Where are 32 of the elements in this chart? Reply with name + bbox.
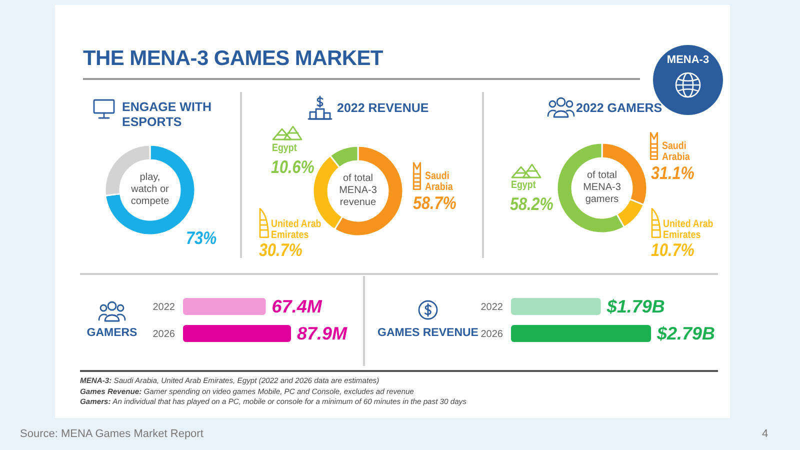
chart-title: THE MENA-3 GAMES MARKET (83, 47, 383, 70)
legend-label: United Arab Emirates (663, 218, 714, 241)
data-label: 31.1% (651, 163, 694, 183)
chart-title: 2022 REVENUE (337, 101, 429, 115)
data-label: 58.2% (510, 194, 554, 214)
legend-label: United Arab Emirates (271, 218, 322, 241)
legend-label: Saudi Arabia (662, 140, 690, 163)
chart-subtitle: ENGAGE WITH ESPORTS (122, 100, 212, 129)
text: of total MENA-3 gamers (583, 170, 621, 205)
data-label: $2.79B (656, 324, 716, 344)
data-label: 67.4M (272, 296, 323, 316)
data-label: 87.9M (297, 324, 348, 344)
data-label: $1.79B (606, 296, 665, 316)
legend-label: Egypt (272, 142, 297, 154)
text: GAMES REVENUE (378, 327, 478, 339)
y-tick-label: 2026 (480, 329, 504, 340)
y-tick-label: 2026 (152, 329, 176, 340)
text: play, watch or compete (130, 172, 170, 207)
data-label: 30.7% (259, 240, 302, 260)
text: 4 (762, 428, 768, 440)
data-label: 58.7% (413, 193, 456, 213)
text: of total MENA-3 revenue (339, 173, 377, 208)
legend-label: Egypt (511, 179, 536, 191)
legend-label: Saudi Arabia (425, 170, 453, 193)
y-tick-label: 2022 (480, 302, 504, 314)
data-label: 73% (186, 228, 217, 248)
chart-title: 2022 GAMERS (576, 101, 662, 115)
y-tick-label: 2022 (152, 302, 176, 314)
text: GAMERS (86, 327, 138, 339)
source-note: Source: MENA Games Market Report (20, 428, 204, 440)
data-label: 10.6% (271, 157, 314, 177)
data-label: 10.7% (651, 240, 694, 260)
